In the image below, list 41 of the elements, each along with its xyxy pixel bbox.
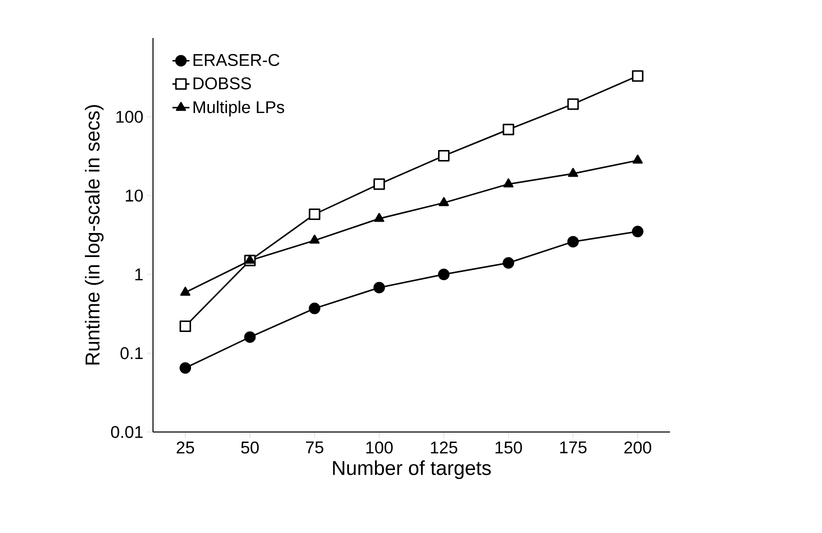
point — [503, 178, 514, 188]
point — [309, 234, 320, 244]
point — [502, 124, 514, 136]
x-tick-label: 75 — [306, 441, 324, 454]
point — [567, 98, 579, 110]
point — [438, 268, 450, 280]
legend-label: ERASER-C — [194, 54, 280, 66]
point — [180, 362, 192, 374]
point — [180, 286, 190, 296]
x-tick-label: 200 — [624, 441, 652, 454]
point — [308, 302, 320, 314]
point — [180, 320, 192, 332]
point — [502, 257, 514, 269]
point — [308, 208, 320, 220]
point — [632, 154, 643, 164]
legend-label: DOBSS — [194, 77, 251, 90]
point — [567, 236, 579, 248]
x-tick-label: 25 — [176, 441, 194, 454]
point — [568, 168, 578, 177]
y-tick-label: 0.01 — [111, 426, 143, 438]
x-axis-title: Number of targets — [333, 460, 491, 480]
point — [373, 282, 385, 294]
point — [438, 150, 450, 162]
point — [632, 226, 644, 238]
x-tick-label: 175 — [560, 441, 587, 454]
point — [438, 197, 449, 206]
x-tick-label: 150 — [496, 441, 522, 454]
y-tick-label: 0.1 — [120, 347, 143, 360]
y-axis-title: Runtime (in log-scale in secs) — [84, 105, 104, 365]
point — [244, 254, 256, 264]
point — [373, 178, 385, 190]
x-tick-label: 50 — [241, 441, 259, 454]
y-tick-label: 100 — [116, 110, 143, 123]
point — [374, 212, 384, 222]
legend-label: Multiple LPs — [194, 100, 284, 117]
y-tick-label: 10 — [126, 190, 143, 202]
x-tick-label: 100 — [366, 441, 393, 454]
y-tick-label: 1 — [135, 268, 143, 280]
x-tick-label: 125 — [430, 441, 458, 454]
point — [244, 331, 256, 343]
point — [632, 70, 644, 82]
